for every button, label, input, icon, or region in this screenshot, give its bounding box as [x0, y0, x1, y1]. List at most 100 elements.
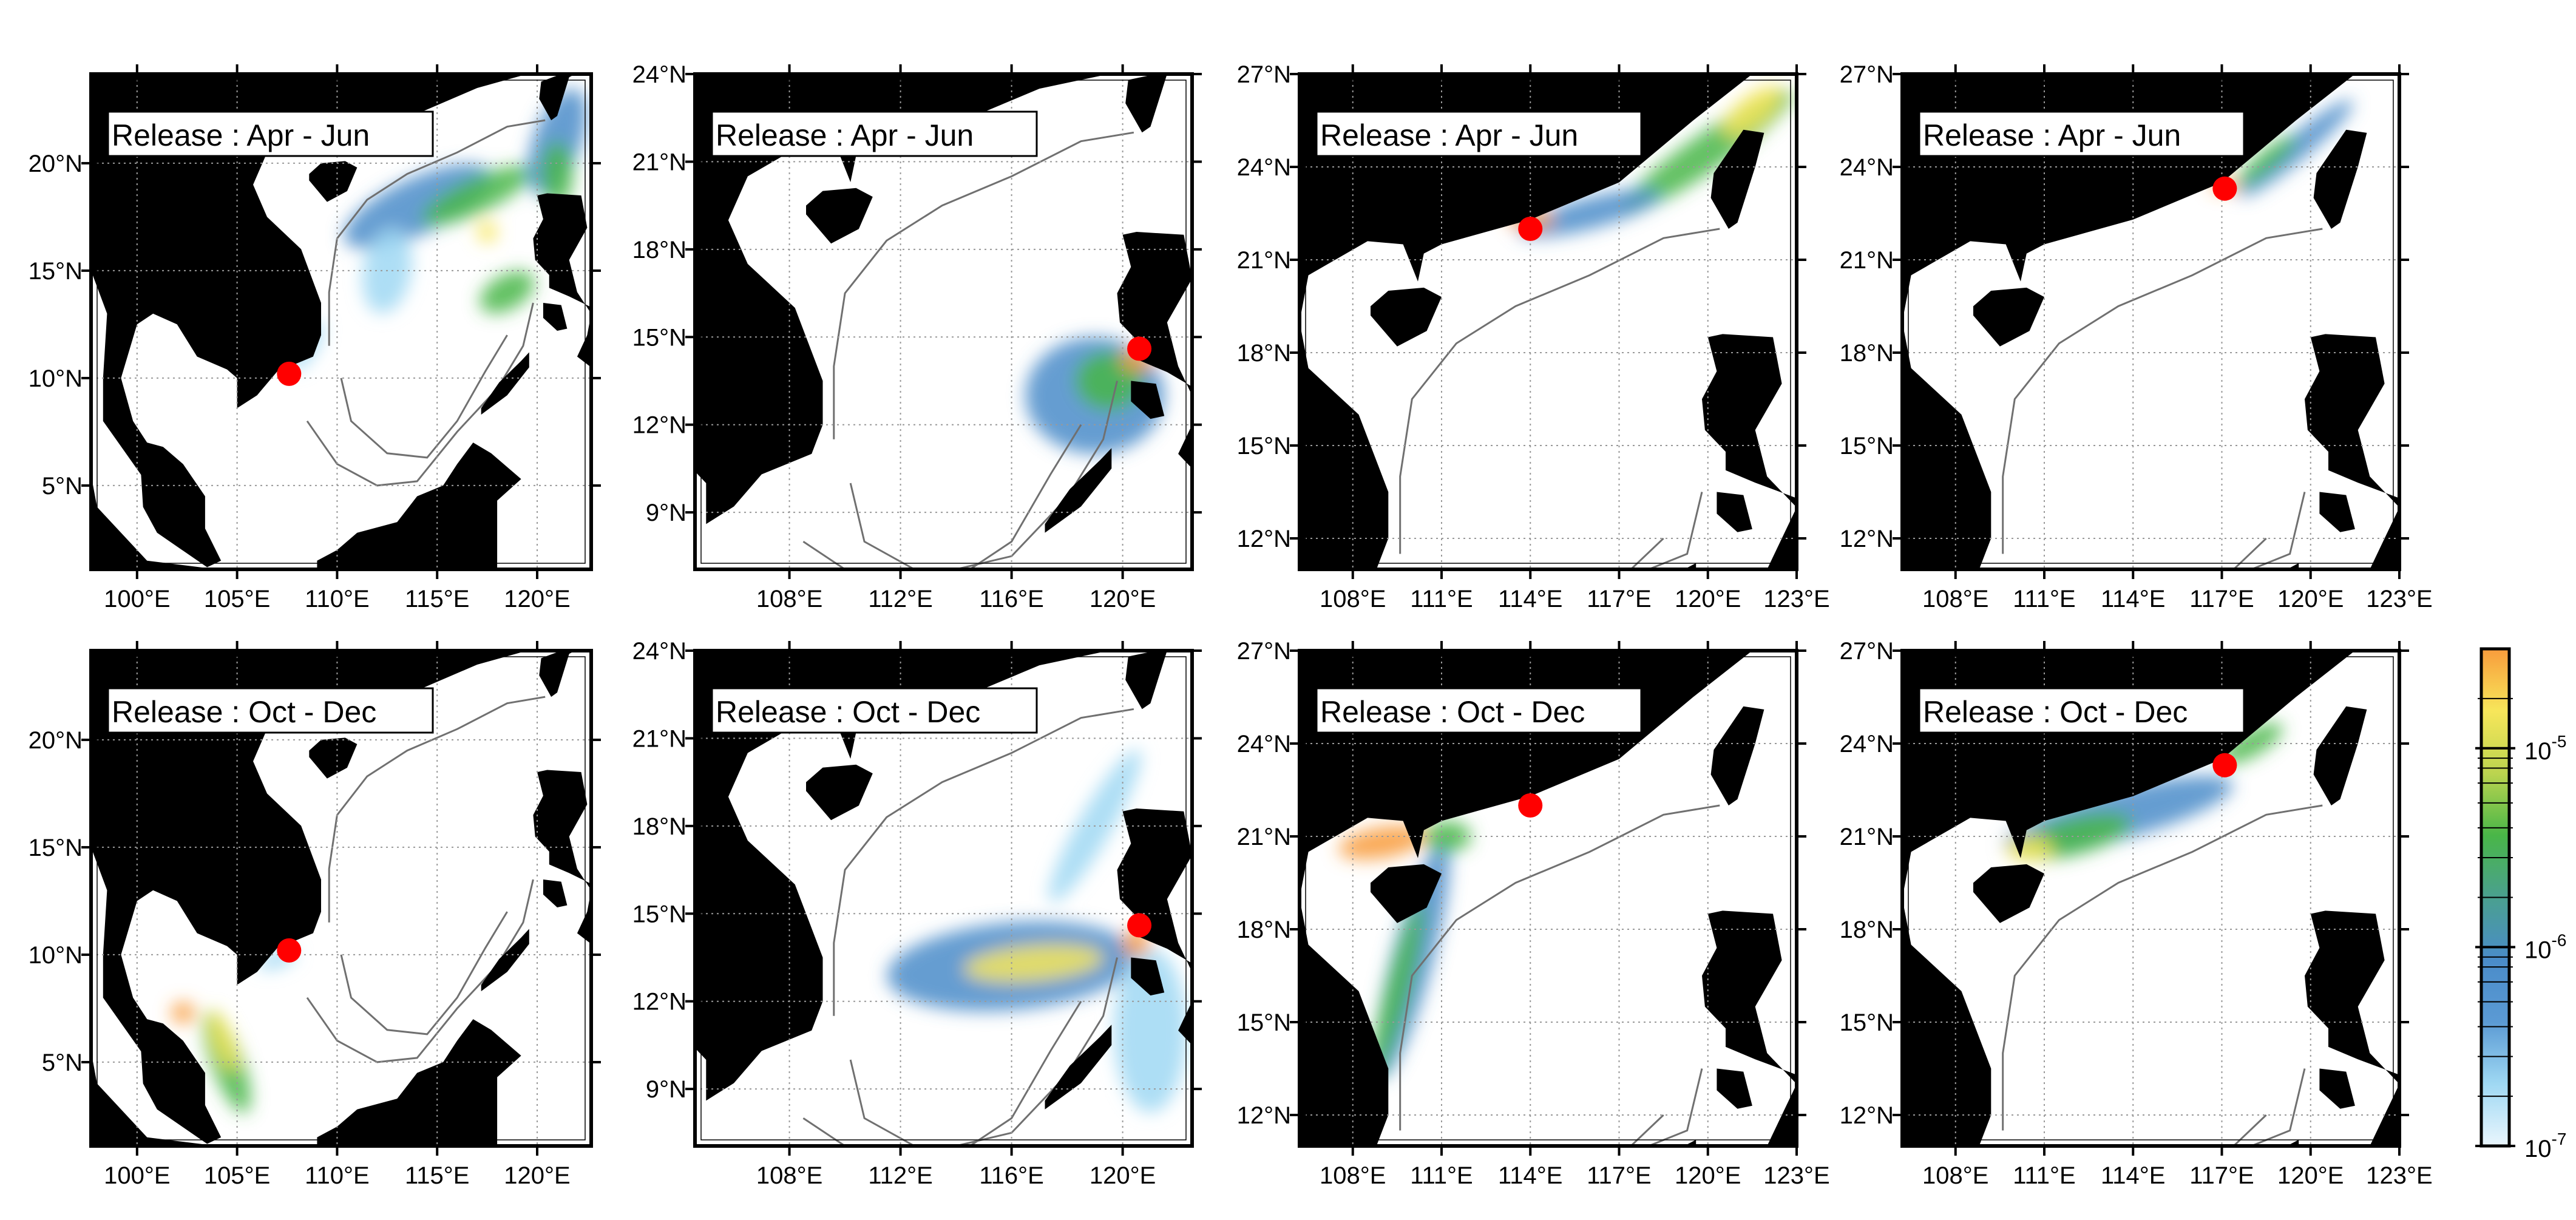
density-patch	[480, 271, 535, 314]
land	[1178, 395, 1192, 483]
x-tick-label: 120°E	[1090, 586, 1156, 612]
map-frame	[1900, 72, 2401, 571]
bathymetry-contour	[1368, 1068, 1703, 1146]
x-tick-label: 114°E	[2101, 1162, 2165, 1189]
x-tick-label: 111°E	[1410, 586, 1473, 612]
x-tick-label: 117°E	[1587, 1162, 1651, 1189]
release-label: Release : Oct - Dec	[1320, 695, 1585, 729]
bathymetry-contour	[2002, 804, 2323, 1131]
x-tick-label: 108°E	[756, 586, 822, 612]
x-tick-label: 116°E	[979, 1162, 1043, 1189]
x-tick-label: 108°E	[1320, 1162, 1386, 1189]
release-label: Release : Oct - Dec	[1923, 695, 2188, 729]
density-patch	[2239, 100, 2353, 197]
y-tick-label: 10°N	[29, 942, 83, 969]
land	[1300, 651, 1768, 1146]
land	[1710, 129, 1764, 229]
x-tick-label: 120°E	[1675, 586, 1741, 612]
land	[533, 770, 591, 901]
land	[806, 188, 873, 244]
map-frame	[89, 72, 593, 571]
land	[1300, 74, 1768, 569]
x-tick-label: 112°E	[868, 586, 932, 612]
density-patch	[1114, 949, 1187, 1113]
bathymetry-contour	[1368, 492, 1703, 569]
y-tick-label: 15°N	[29, 258, 83, 285]
land	[2313, 706, 2367, 805]
y-tick-label: 18°N	[1840, 917, 1894, 943]
x-tick-label: 110°E	[305, 1162, 369, 1189]
land	[543, 303, 568, 331]
x-tick-label: 114°E	[1498, 1162, 1562, 1189]
release-site-marker	[1127, 336, 1152, 361]
land	[317, 1019, 521, 1146]
bathymetry-contour	[1399, 804, 1720, 1131]
release-label: Release : Oct - Dec	[716, 695, 980, 729]
map-frame	[693, 649, 1194, 1148]
map-panels: Release : Apr - Jun 100°E 105°E 110°E 115°E 1…	[29, 61, 2433, 1189]
y-tick-label: 12°N	[1237, 1102, 1291, 1129]
y-tick-label: 12°N	[1840, 526, 1894, 552]
x-tick-label: 123°E	[2366, 586, 2432, 612]
release-label: Release : Apr - Jun	[1923, 118, 2181, 152]
x-tick-label: 114°E	[2101, 586, 2165, 612]
bathymetry-contour	[328, 696, 546, 923]
y-tick-label: 15°N	[632, 901, 686, 927]
y-tick-label: 5°N	[42, 1049, 83, 1076]
map-frame-inner	[1908, 656, 2394, 1140]
release-label-box	[711, 687, 1038, 734]
map-panel: Release : Apr - Jun 108°E 111°E 114°E 117°E 1…	[1237, 61, 1830, 612]
x-tick-label: 120°E	[2277, 1162, 2344, 1189]
land	[1702, 910, 1797, 1100]
density-patch	[1371, 901, 1424, 1081]
y-tick-label: 24°N	[1840, 731, 1894, 757]
map-panel: Release : Oct - Dec 100°E 105°E 110°E 115°E 1…	[29, 641, 601, 1189]
y-tick-label: 9°N	[646, 1076, 686, 1103]
release-site-marker	[1127, 913, 1152, 938]
x-tick-label: 123°E	[2366, 1162, 2432, 1189]
land	[1045, 1025, 1112, 1110]
particle-density	[1338, 821, 1471, 1081]
colorbar-tick-label: 10-5	[2524, 732, 2566, 765]
land	[481, 352, 529, 415]
land	[91, 1051, 217, 1146]
x-tick-label: 108°E	[1320, 586, 1386, 612]
y-tick-label: 24°N	[1237, 731, 1291, 757]
density-patch	[964, 944, 1103, 982]
release-site-marker	[277, 361, 302, 386]
land	[91, 74, 577, 568]
land	[1125, 74, 1176, 133]
density-patch	[2005, 836, 2053, 861]
bathymetry-contour	[833, 131, 1134, 439]
land	[1125, 651, 1176, 710]
release-label-box	[711, 110, 1038, 157]
y-tick-label: 10°N	[29, 365, 83, 392]
land	[481, 929, 529, 992]
x-tick-label: 108°E	[756, 1162, 822, 1189]
colorbar-tick-exponent: -5	[2552, 732, 2567, 751]
map-frame-inner	[97, 80, 586, 564]
y-tick-label: 27°N	[1237, 61, 1291, 88]
x-tick-label: 108°E	[1922, 586, 1988, 612]
x-tick-label: 100°E	[104, 1162, 170, 1189]
bathymetry-contour	[328, 119, 546, 346]
bathymetry-contour	[1970, 1068, 2306, 1146]
density-patch	[477, 221, 498, 243]
density-patch	[208, 1010, 238, 1071]
y-tick-label: 20°N	[29, 727, 83, 754]
y-tick-label: 12°N	[632, 989, 686, 1015]
release-site-marker	[2212, 176, 2237, 201]
y-tick-label: 18°N	[632, 813, 686, 840]
map-frame-inner	[700, 656, 1187, 1140]
release-label-box	[1918, 110, 2245, 157]
release-label-box	[107, 110, 434, 157]
bathymetry-contour	[2002, 228, 2323, 554]
x-tick-label: 105°E	[204, 586, 270, 612]
land	[2313, 129, 2367, 229]
map-frame	[1900, 649, 2401, 1148]
colorbar-tick-base: 10	[2524, 1136, 2552, 1162]
bathymetry-contour	[802, 381, 1118, 569]
land	[1902, 74, 2370, 569]
land	[533, 193, 591, 325]
y-tick-label: 15°N	[632, 324, 686, 351]
